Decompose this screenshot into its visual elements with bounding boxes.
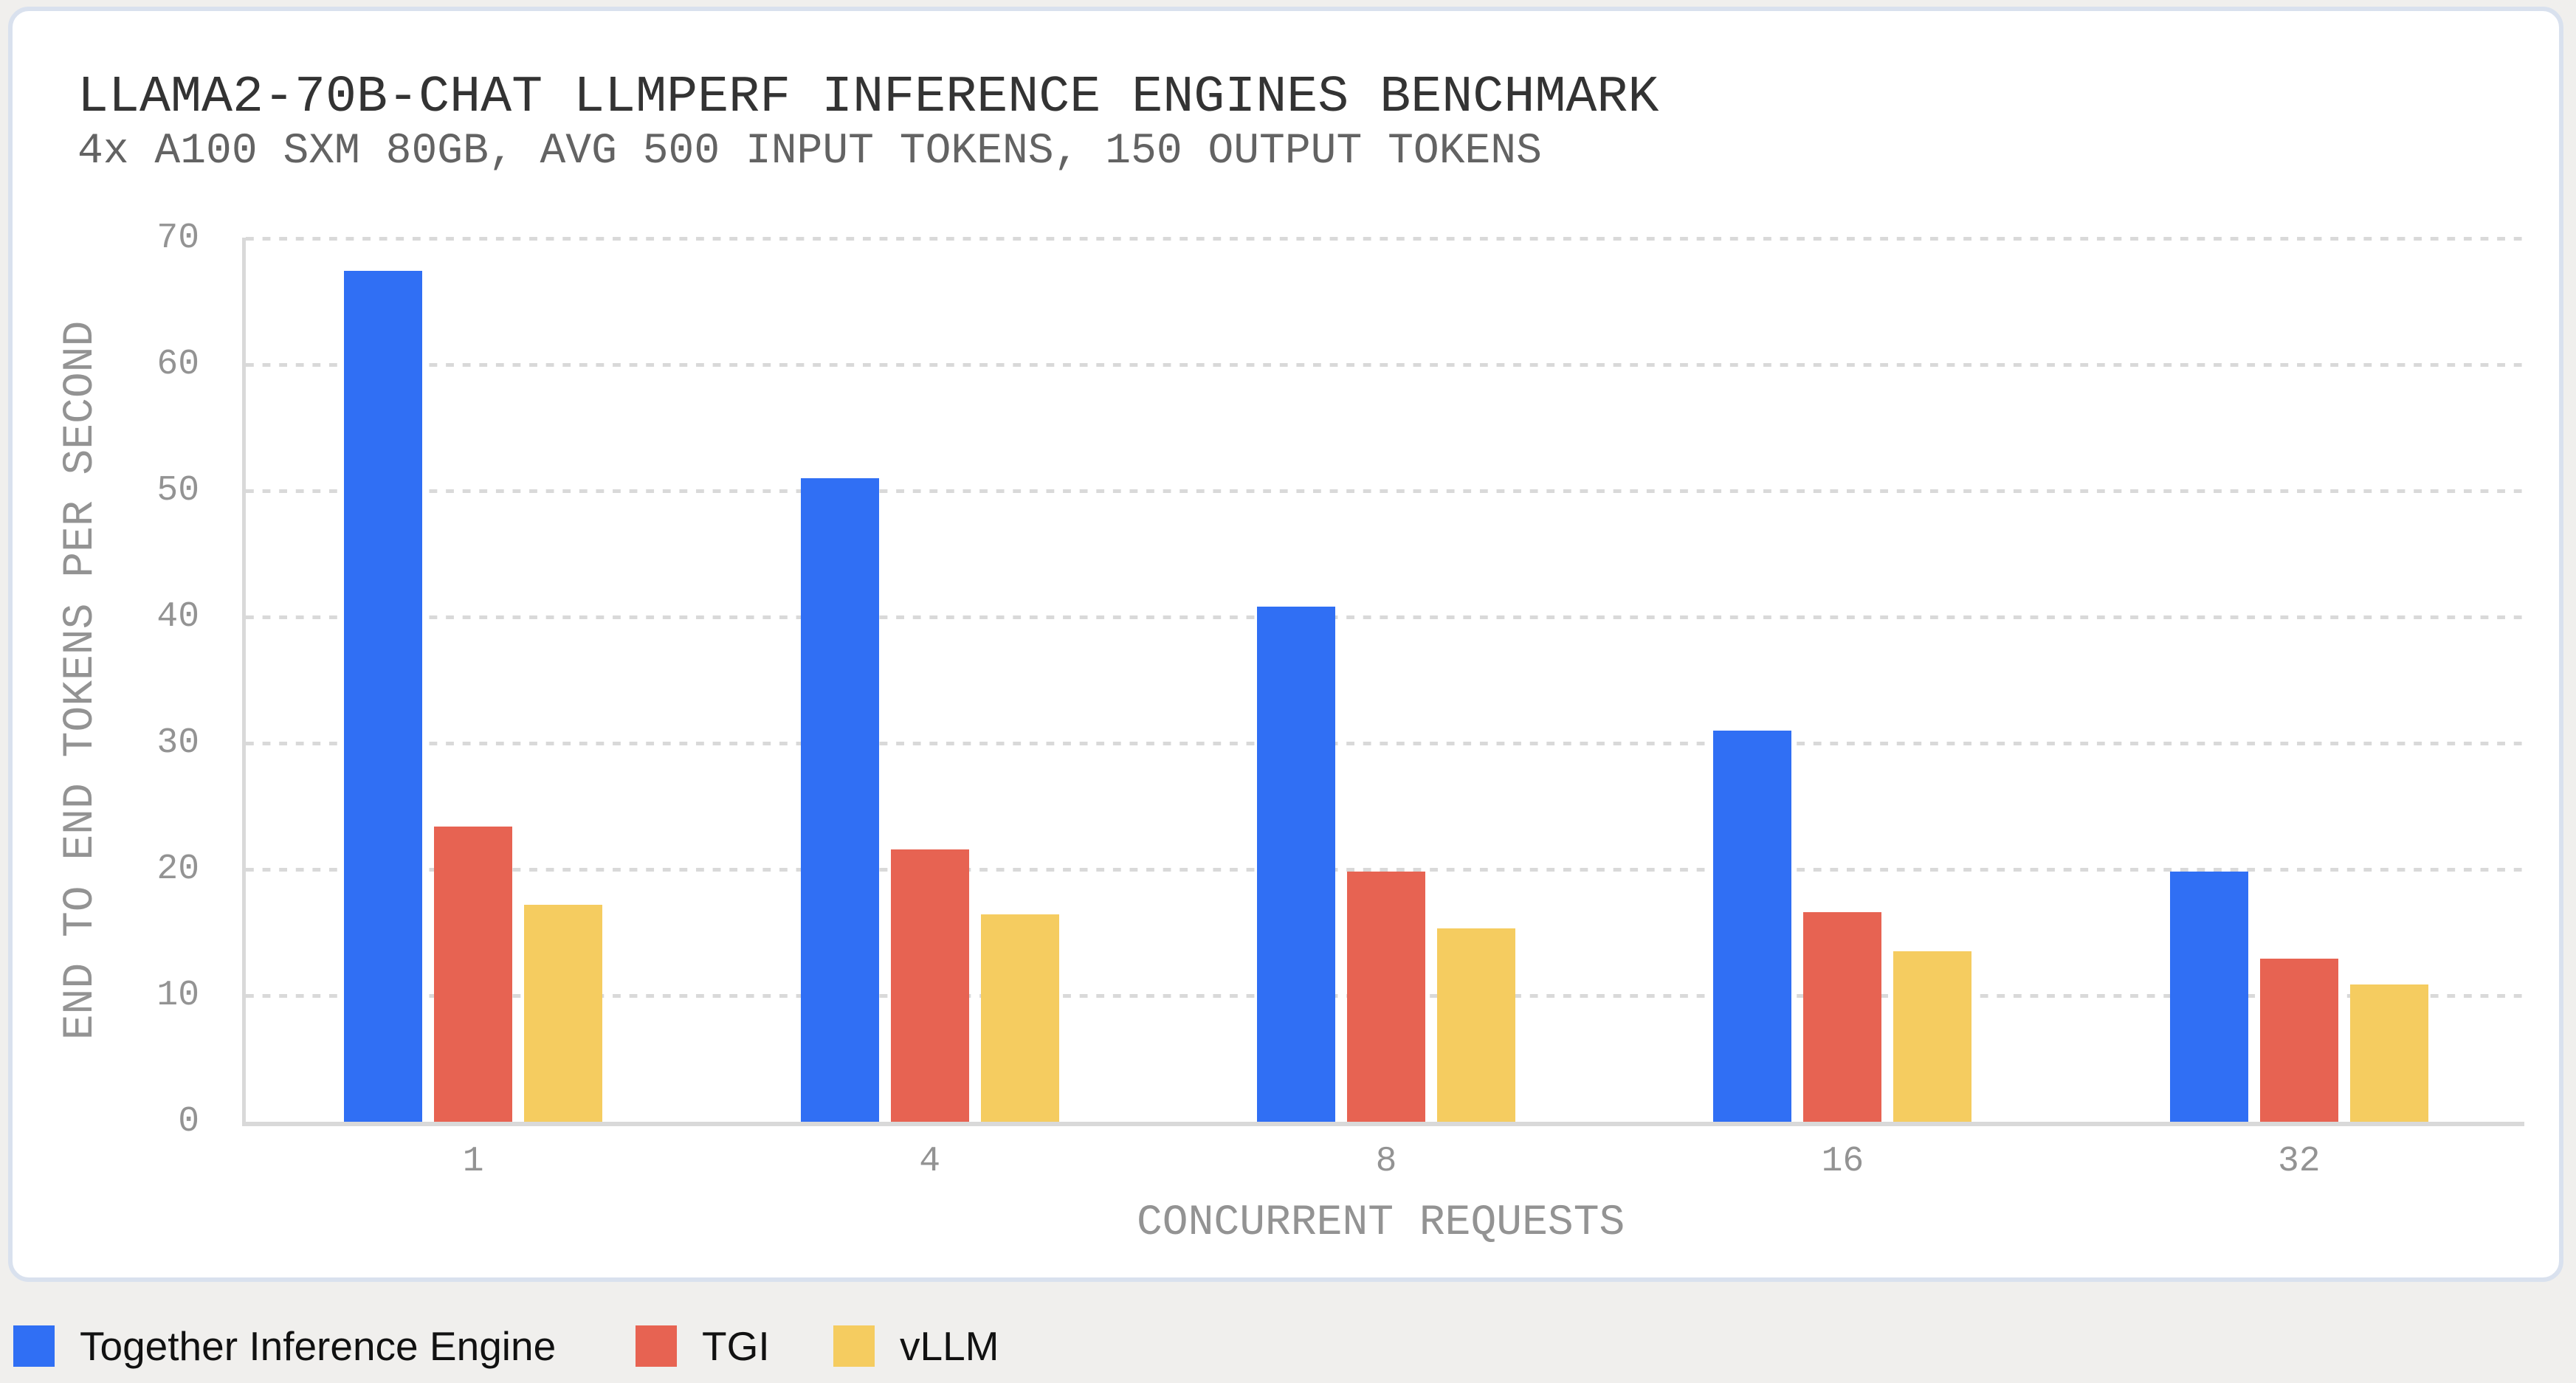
legend-swatch-vllm bbox=[833, 1325, 875, 1367]
legend-item-together[interactable]: Together Inference Engine bbox=[13, 1325, 556, 1367]
gridline bbox=[246, 867, 2524, 872]
legend-item-vllm[interactable]: vLLM bbox=[833, 1325, 999, 1367]
plot-area bbox=[242, 236, 2524, 1126]
gridline bbox=[246, 362, 2524, 367]
y-tick-label: 50 bbox=[156, 470, 199, 511]
gridline bbox=[246, 489, 2524, 493]
chart-title: LLAMA2-70B-CHAT LLMPERF INFERENCE ENGINE… bbox=[78, 69, 1659, 127]
legend-swatch-together bbox=[13, 1325, 55, 1367]
y-tick-label: 30 bbox=[156, 722, 199, 763]
legend-label: vLLM bbox=[900, 1323, 999, 1369]
y-axis-title: END TO END TOKENS PER SECOND bbox=[57, 320, 105, 1041]
bar-vllm-32[interactable] bbox=[2349, 984, 2428, 1122]
x-tick-label: 4 bbox=[919, 1142, 940, 1182]
bar-together-inference-engine-32[interactable] bbox=[2169, 872, 2248, 1122]
y-tick-label: 10 bbox=[156, 975, 199, 1015]
bar-together-inference-engine-8[interactable] bbox=[1257, 607, 1335, 1122]
bar-together-inference-engine-16[interactable] bbox=[1713, 730, 1792, 1122]
bar-together-inference-engine-1[interactable] bbox=[344, 271, 423, 1122]
legend-item-tgi[interactable]: TGI bbox=[636, 1325, 770, 1367]
bar-vllm-4[interactable] bbox=[980, 914, 1059, 1122]
x-tick-label: 8 bbox=[1375, 1142, 1397, 1182]
bar-vllm-16[interactable] bbox=[1893, 951, 1972, 1122]
bar-tgi-8[interactable] bbox=[1347, 872, 1425, 1122]
gridline bbox=[246, 615, 2524, 619]
bar-tgi-16[interactable] bbox=[1803, 912, 1882, 1122]
x-tick-label: 1 bbox=[462, 1142, 484, 1182]
y-tick-label: 60 bbox=[156, 344, 199, 384]
x-axis-line bbox=[242, 1122, 2524, 1126]
gridline bbox=[246, 236, 2524, 241]
legend: Together Inference Engine TGI vLLM bbox=[0, 1299, 2576, 1383]
bar-tgi-1[interactable] bbox=[434, 826, 513, 1122]
y-tick-label: 0 bbox=[178, 1102, 199, 1142]
x-tick-label: 32 bbox=[2277, 1142, 2321, 1182]
y-tick-label: 40 bbox=[156, 596, 199, 637]
bar-together-inference-engine-4[interactable] bbox=[800, 477, 879, 1122]
legend-swatch-tgi bbox=[636, 1325, 677, 1367]
bar-vllm-1[interactable] bbox=[524, 904, 603, 1122]
y-tick-label: 70 bbox=[156, 218, 199, 258]
bar-tgi-32[interactable] bbox=[2259, 959, 2338, 1122]
x-axis-title: CONCURRENT REQUESTS bbox=[1137, 1199, 1625, 1247]
legend-label: TGI bbox=[702, 1323, 770, 1369]
chart-subtitle: 4x A100 SXM 80GB, AVG 500 INPUT TOKENS, … bbox=[78, 128, 1542, 176]
gridline bbox=[246, 741, 2524, 745]
bar-tgi-4[interactable] bbox=[890, 849, 969, 1122]
y-axis-line bbox=[242, 238, 246, 1126]
x-tick-label: 16 bbox=[1821, 1142, 1864, 1182]
legend-label: Together Inference Engine bbox=[80, 1323, 557, 1369]
y-tick-label: 20 bbox=[156, 849, 199, 889]
bar-vllm-8[interactable] bbox=[1437, 928, 1515, 1122]
